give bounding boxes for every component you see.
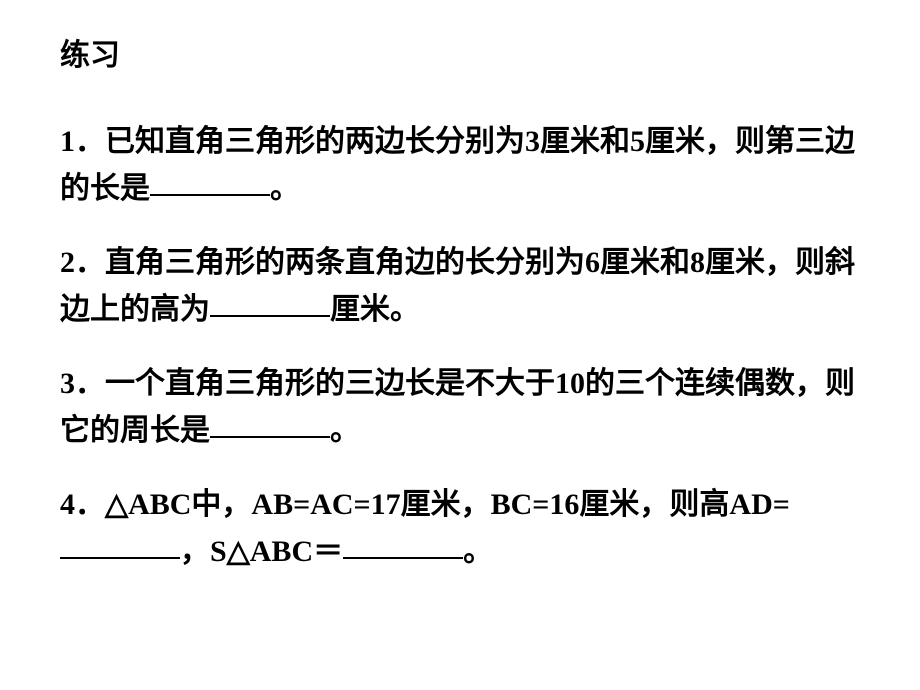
- q4-abc-1: ABC: [128, 488, 191, 521]
- q4-text-2: 厘米，: [401, 488, 491, 521]
- q1-text-2: 厘米和: [540, 125, 630, 158]
- page-title: 练习: [60, 30, 860, 74]
- q4-eq-4: ＝: [313, 535, 343, 568]
- q4-text-5: 。: [463, 535, 493, 568]
- q4-text-4: ，: [180, 535, 210, 568]
- q2-text-1: 直角三角形的两条直角边的长分别为: [105, 246, 585, 279]
- q4-blank-2: [343, 527, 463, 559]
- q4-s: S: [210, 535, 227, 568]
- q4-text-3: 厘米，则高: [579, 488, 729, 521]
- q4-text-1: 中，: [191, 488, 251, 521]
- q4-triangle-2: △: [227, 535, 250, 568]
- q1-number: 1．: [60, 125, 105, 158]
- question-2: 2．直角三角形的两条直角边的长分别为6厘米和8厘米，则斜边上的高为厘米。: [60, 240, 860, 333]
- q3-number: 3．: [60, 367, 105, 400]
- q1-text-4: 。: [270, 172, 300, 205]
- q2-text-4: 厘米。: [330, 293, 420, 326]
- q2-text-2: 厘米和: [600, 246, 690, 279]
- question-4: 4．△ABC中，AB=AC=17厘米，BC=16厘米，则高AD=，S△ABC＝。: [60, 482, 860, 575]
- q4-triangle-1: △: [105, 488, 128, 521]
- q1-value-1: 3: [525, 125, 540, 158]
- q2-value-2: 8: [690, 246, 705, 279]
- question-1: 1．已知直角三角形的两边长分别为3厘米和5厘米，则第三边的长是。: [60, 119, 860, 212]
- q3-value-1: 10: [555, 367, 585, 400]
- exercise-page: 练习 1．已知直角三角形的两边长分别为3厘米和5厘米，则第三边的长是。 2．直角…: [0, 0, 920, 633]
- q1-value-2: 5: [630, 125, 645, 158]
- q4-eq-2: BC=16: [491, 488, 580, 521]
- q4-eq-1: AB=AC=17: [251, 488, 400, 521]
- q4-blank-1: [60, 527, 180, 559]
- q4-number: 4．: [60, 488, 105, 521]
- q3-text-3: 。: [330, 414, 360, 447]
- q2-value-1: 6: [585, 246, 600, 279]
- q2-number: 2．: [60, 246, 105, 279]
- q4-abc-2: ABC: [250, 535, 313, 568]
- question-3: 3．一个直角三角形的三边长是不大于10的三个连续偶数，则它的周长是。: [60, 361, 860, 454]
- q2-blank: [210, 285, 330, 317]
- q3-text-1: 一个直角三角形的三边长是不大于: [105, 367, 555, 400]
- q4-eq-3: AD=: [729, 488, 789, 521]
- q1-text-1: 已知直角三角形的两边长分别为: [105, 125, 525, 158]
- q1-blank: [150, 164, 270, 196]
- q3-blank: [210, 406, 330, 438]
